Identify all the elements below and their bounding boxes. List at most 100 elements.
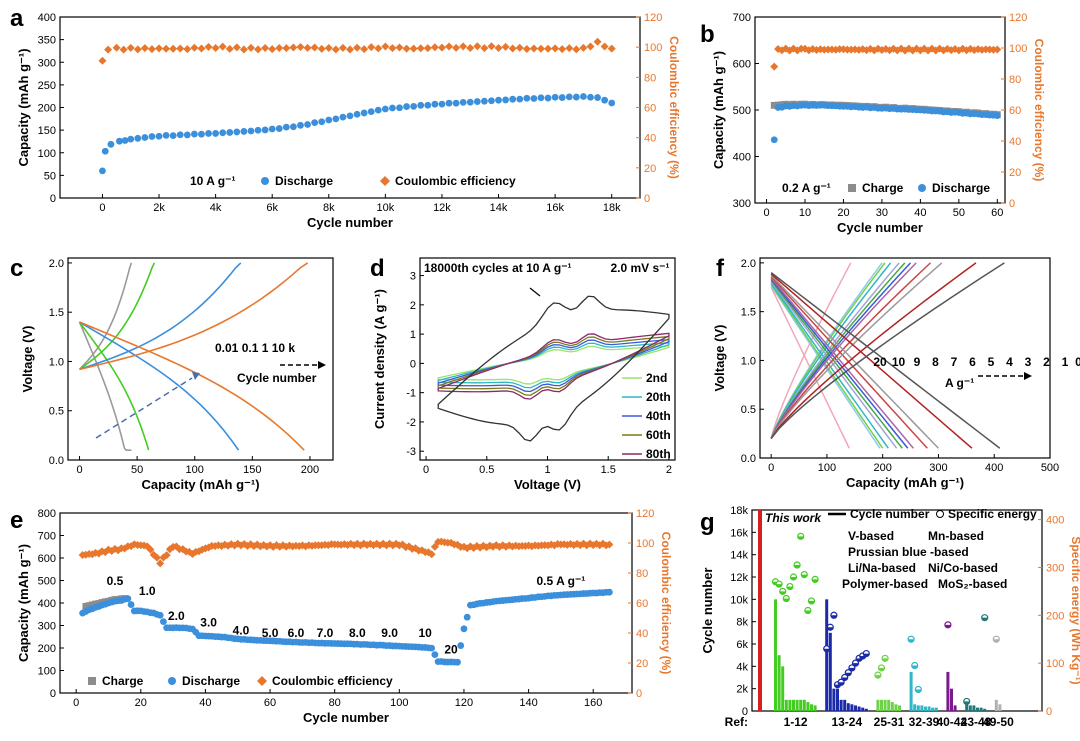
rate-label: 7: [951, 355, 958, 369]
discharge-curve: [770, 273, 973, 449]
x-tick-label: 1: [544, 464, 550, 476]
data-point: [473, 98, 481, 105]
energy-point-fill: [874, 675, 881, 679]
bar: [777, 655, 781, 711]
energy-point-fill: [801, 574, 808, 578]
data-point: [169, 132, 177, 139]
x-axis-label: Capacity (mAh g⁻¹): [141, 477, 259, 492]
bar: [972, 705, 976, 711]
data-point: [104, 45, 113, 54]
y-tick-label: 0: [50, 688, 56, 700]
data-point: [119, 45, 128, 54]
y-axis-label: Voltage (V): [20, 326, 35, 393]
panel-f: 0 100 200 300 400 500 0.0 0.5 1.0 1.5 2.0 Capacity …: [712, 255, 1080, 490]
data-point: [148, 133, 156, 140]
data-point: [587, 93, 594, 101]
x-axis-label: Capacity (mAh g⁻¹): [846, 475, 964, 490]
data-point: [416, 44, 425, 53]
legend-label: Cycle number: [850, 507, 930, 521]
data-point: [605, 588, 613, 596]
data-point: [146, 545, 155, 554]
x-tick-label: 140: [519, 697, 537, 709]
data-point: [219, 129, 227, 137]
data-point: [586, 42, 595, 51]
scan-rate: 2.0 mV s⁻¹: [610, 261, 669, 275]
bar-this-work: [758, 510, 762, 711]
data-point: [523, 94, 531, 102]
x-tick-label: 1.5: [601, 464, 616, 476]
y-tick-label: 0: [50, 193, 56, 205]
data-point: [249, 542, 258, 551]
y2-tick-label: 100: [1046, 658, 1064, 670]
data-point: [395, 43, 404, 52]
discharge-curve: [770, 282, 889, 449]
panel-label-g: g: [700, 509, 715, 536]
y2-tick-label: 60: [644, 103, 656, 115]
data-point: [275, 125, 283, 132]
discharge-curve: [79, 321, 240, 451]
y-tick-label: 1.0: [741, 355, 756, 367]
data-point: [473, 42, 482, 51]
bar: [795, 699, 799, 711]
data-point: [402, 44, 411, 53]
x-tick-label: 8k: [323, 202, 335, 214]
data-point: [275, 43, 284, 52]
data-point: [156, 559, 165, 568]
charge-curve: [770, 262, 977, 439]
panel-d: 0 0.5 1 1.5 2 -3 -2 -1 0 1 2 3 Voltage (V) Current de…: [370, 255, 676, 492]
bar: [934, 707, 938, 711]
y-tick-label: 150: [38, 125, 56, 137]
bar: [788, 699, 792, 711]
data-point: [190, 130, 198, 138]
category-label: Prussian blue -based: [848, 545, 969, 559]
data-point: [232, 43, 241, 52]
y2-tick-label: 20: [644, 163, 656, 175]
panel-label-f: f: [716, 255, 725, 282]
y-tick-label: 1.5: [741, 307, 756, 319]
y-tick-label: 2.0: [49, 258, 64, 270]
y-tick-label: 1: [410, 329, 416, 341]
energy-point-fill: [944, 624, 951, 628]
charge-curve: [79, 262, 242, 371]
data-point: [381, 42, 390, 51]
data-point: [770, 62, 779, 71]
energy-point-fill: [779, 591, 786, 595]
legend-label: Discharge: [275, 174, 333, 188]
x-tick-label: 60: [264, 697, 276, 709]
data-point: [152, 553, 161, 562]
data-point: [502, 96, 510, 104]
energy-point-fill: [827, 627, 834, 631]
y-tick-label: 0: [410, 358, 416, 370]
data-point: [303, 43, 312, 52]
data-point: [551, 93, 559, 101]
data-point: [318, 118, 326, 126]
data-point: [516, 95, 524, 103]
data-point: [101, 147, 109, 155]
rate-label: 20: [873, 355, 887, 369]
panel-label-c: c: [10, 255, 23, 282]
discharge-curve: [770, 278, 909, 449]
data-point: [169, 44, 178, 53]
rate-label: 3.0: [200, 616, 217, 630]
data-point: [310, 43, 319, 52]
data-point: [353, 110, 361, 118]
category-label: Li/Na-based: [848, 561, 916, 575]
y2-axis-label: Coulombic efficiency (%): [1032, 39, 1046, 182]
data-point: [565, 93, 573, 101]
y-tick-label: -1: [406, 388, 416, 400]
bar: [839, 699, 843, 711]
data-point: [572, 93, 580, 101]
data-point: [389, 104, 396, 112]
legend-energy-icon: [936, 510, 944, 518]
data-point: [495, 96, 502, 104]
data-point: [580, 93, 587, 100]
discharge-curve: [770, 281, 898, 449]
data-point: [183, 45, 192, 54]
x-tick-label: 6k: [266, 202, 278, 214]
data-point: [508, 44, 517, 53]
energy-point-fill: [993, 639, 1000, 643]
bar: [994, 699, 998, 711]
y2-tick-label: 200: [1046, 610, 1064, 622]
data-point: [544, 94, 552, 102]
x-tick-label: 50: [953, 207, 965, 219]
